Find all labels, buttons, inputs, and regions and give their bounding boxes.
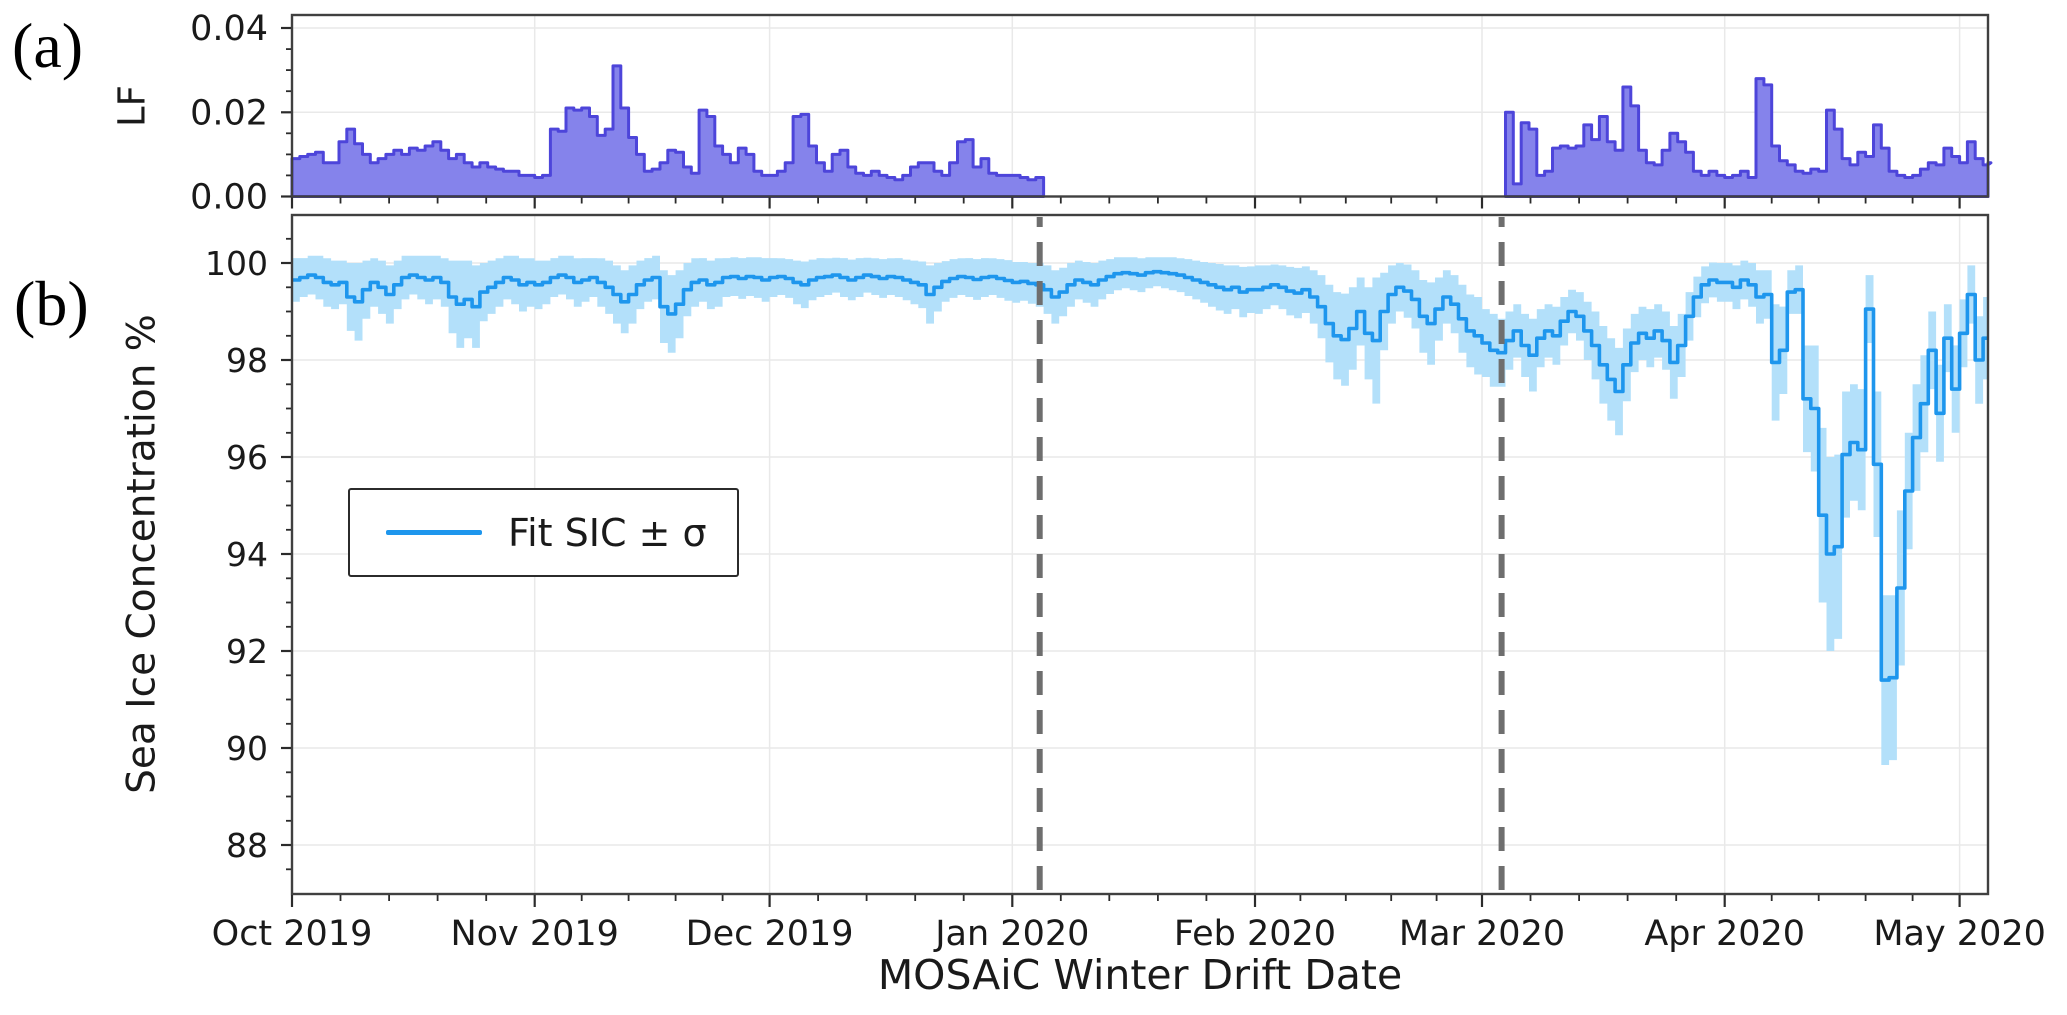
- x-tick-label: Oct 2019: [212, 914, 373, 954]
- x-axis-label: MOSAiC Winter Drift Date: [877, 951, 1403, 999]
- panel-b-spines: [290, 213, 1990, 896]
- axis-ticks: Oct 2019 Nov 2019 Dec 2019 Jan 2020 Feb 2020…: [190, 9, 2046, 954]
- lf-step-area: [1504, 77, 1993, 198]
- x-tick-label: Mar 2020: [1399, 914, 1565, 954]
- panel-b-y-tick-label: 88: [226, 826, 268, 865]
- x-tick-label: Apr 2020: [1644, 914, 1805, 954]
- x-tick-label: Feb 2020: [1174, 914, 1336, 954]
- gridlines: [291, 15, 1988, 894]
- panel-a-y-tick-label: 0.02: [190, 93, 268, 133]
- legend: Fit SIC ± σ: [348, 488, 739, 577]
- x-tick-label: Dec 2019: [686, 914, 854, 954]
- panel-b-y-tick-label: 90: [226, 729, 268, 768]
- panel-a-y-tick-label: 0.00: [190, 178, 268, 218]
- panel-b-y-tick-label: 96: [226, 438, 268, 477]
- panel-b-y-tick-label: 100: [205, 244, 268, 283]
- x-tick-label: May 2020: [1873, 914, 2046, 954]
- panel-b-y-tick-label: 94: [226, 535, 268, 574]
- sic-uncertainty-band: [292, 255, 1988, 765]
- sic-axis-label: Sea Ice Concentration %: [119, 314, 165, 794]
- panel-b-y-tick-label: 92: [226, 632, 268, 671]
- panel-b-label: (b): [14, 268, 89, 339]
- legend-line-sample: [386, 530, 482, 535]
- panel-a-label: (a): [12, 10, 84, 81]
- legend-label: Fit SIC ± σ: [508, 510, 707, 555]
- lf-step-area: [290, 64, 1046, 198]
- panel-b-sic-series: [292, 217, 1988, 892]
- axes-spines: [290, 13, 1990, 896]
- lf-axis-label: LF: [110, 85, 154, 127]
- sic-fit-line: [292, 269, 1988, 682]
- x-tick-label: Jan 2020: [933, 914, 1089, 954]
- panel-a-lf-series: [290, 64, 1993, 198]
- panel-a-spines: [290, 13, 1990, 198]
- panel-b-y-tick-label: 98: [226, 341, 268, 380]
- panel-a-y-tick-label: 0.04: [190, 9, 268, 49]
- x-tick-label: Nov 2019: [450, 914, 619, 954]
